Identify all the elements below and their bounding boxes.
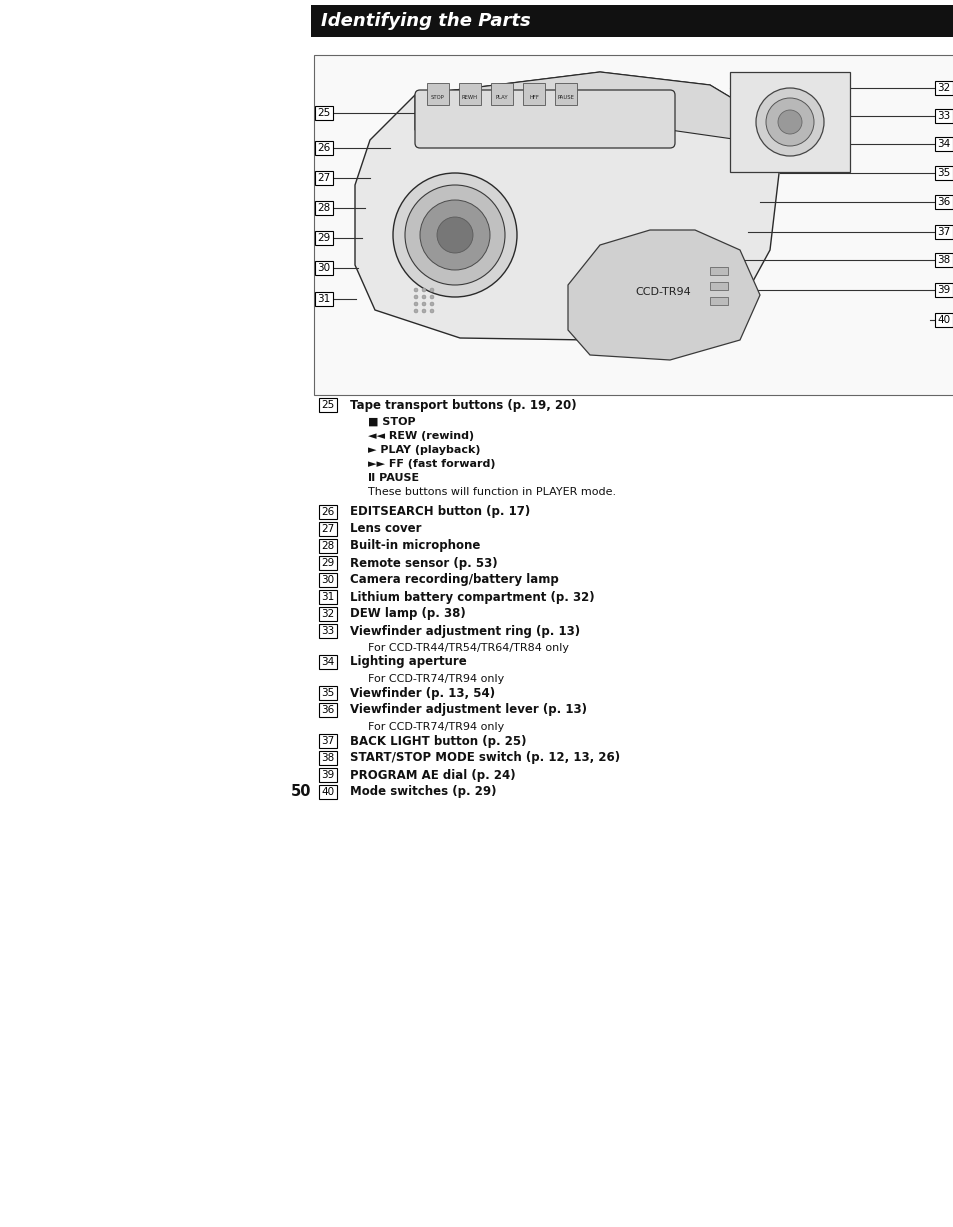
Text: ►► FF (fast forward): ►► FF (fast forward) <box>368 459 495 469</box>
Text: Viewfinder adjustment lever (p. 13): Viewfinder adjustment lever (p. 13) <box>350 703 586 717</box>
Bar <box>522 83 544 106</box>
Text: 34: 34 <box>937 139 949 148</box>
Circle shape <box>430 288 434 292</box>
Text: 39: 39 <box>937 285 949 294</box>
FancyBboxPatch shape <box>415 90 675 148</box>
Text: BACK LIGHT button (p. 25): BACK LIGHT button (p. 25) <box>350 735 526 747</box>
Circle shape <box>414 294 417 299</box>
Text: STOP: STOP <box>431 94 444 99</box>
Polygon shape <box>355 72 780 340</box>
Circle shape <box>765 98 813 146</box>
Text: Mode switches (p. 29): Mode switches (p. 29) <box>350 785 496 799</box>
Text: Built-in microphone: Built-in microphone <box>350 540 480 552</box>
Text: 27: 27 <box>321 524 335 534</box>
Text: 26: 26 <box>321 507 335 517</box>
Bar <box>729 72 849 172</box>
Circle shape <box>421 309 426 313</box>
Circle shape <box>414 309 417 313</box>
Bar <box>427 83 449 106</box>
Text: 36: 36 <box>937 198 949 207</box>
Text: Tape transport buttons (p. 19, 20): Tape transport buttons (p. 19, 20) <box>350 399 576 411</box>
Text: Remote sensor (p. 53): Remote sensor (p. 53) <box>350 557 497 569</box>
Text: 32: 32 <box>937 83 949 93</box>
Text: 35: 35 <box>321 688 335 698</box>
Text: 37: 37 <box>937 227 949 237</box>
Text: Ⅱ PAUSE: Ⅱ PAUSE <box>368 472 418 483</box>
Text: ◄◄ REW (rewind): ◄◄ REW (rewind) <box>368 431 474 440</box>
Text: Camera recording/battery lamp: Camera recording/battery lamp <box>350 573 558 587</box>
Text: 50: 50 <box>291 784 311 800</box>
Text: Lighting aperture: Lighting aperture <box>350 655 466 669</box>
Bar <box>709 297 727 306</box>
Text: 34: 34 <box>321 656 335 667</box>
Text: These buttons will function in PLAYER mode.: These buttons will function in PLAYER mo… <box>368 487 616 497</box>
Text: 27: 27 <box>317 173 331 183</box>
Bar <box>314 55 953 395</box>
Text: 40: 40 <box>937 315 949 325</box>
Text: PROGRAM AE dial (p. 24): PROGRAM AE dial (p. 24) <box>350 768 515 782</box>
Circle shape <box>421 288 426 292</box>
Circle shape <box>419 200 490 270</box>
Polygon shape <box>567 229 760 360</box>
Circle shape <box>393 173 517 297</box>
Text: 30: 30 <box>317 263 331 272</box>
Text: 30: 30 <box>321 575 335 585</box>
Text: 36: 36 <box>321 706 335 715</box>
Text: For CCD-TR44/TR54/TR64/TR84 only: For CCD-TR44/TR54/TR64/TR84 only <box>368 643 568 653</box>
Text: Lithium battery compartment (p. 32): Lithium battery compartment (p. 32) <box>350 590 594 604</box>
Bar <box>555 83 577 106</box>
Text: For CCD-TR74/TR94 only: For CCD-TR74/TR94 only <box>368 674 504 683</box>
Bar <box>458 83 480 106</box>
Text: 33: 33 <box>937 110 949 121</box>
Circle shape <box>430 302 434 306</box>
Circle shape <box>421 302 426 306</box>
Text: 39: 39 <box>321 771 335 780</box>
Text: 32: 32 <box>321 609 335 618</box>
Text: 25: 25 <box>321 400 335 410</box>
Circle shape <box>755 88 823 156</box>
Text: PAUSE: PAUSE <box>557 94 574 99</box>
Bar <box>709 282 727 290</box>
Text: For CCD-TR74/TR94 only: For CCD-TR74/TR94 only <box>368 721 504 733</box>
Text: PLAY: PLAY <box>496 94 508 99</box>
Text: 31: 31 <box>317 294 331 304</box>
Text: EDITSEARCH button (p. 17): EDITSEARCH button (p. 17) <box>350 506 530 519</box>
Text: 26: 26 <box>317 144 331 153</box>
Circle shape <box>436 217 473 253</box>
Bar <box>709 267 727 275</box>
Text: ► PLAY (playback): ► PLAY (playback) <box>368 445 480 455</box>
Text: 38: 38 <box>321 753 335 763</box>
Text: DEW lamp (p. 38): DEW lamp (p. 38) <box>350 607 465 621</box>
Text: 40: 40 <box>321 787 335 798</box>
Text: ■ STOP: ■ STOP <box>368 417 416 427</box>
Text: START/STOP MODE switch (p. 12, 13, 26): START/STOP MODE switch (p. 12, 13, 26) <box>350 751 619 764</box>
Circle shape <box>405 185 504 285</box>
Text: 29: 29 <box>317 233 331 243</box>
Text: REWH: REWH <box>461 94 477 99</box>
Text: 37: 37 <box>321 736 335 746</box>
Text: HFF: HFF <box>529 94 538 99</box>
Text: 29: 29 <box>321 558 335 568</box>
Text: 38: 38 <box>937 255 949 265</box>
Polygon shape <box>415 72 760 140</box>
Text: 31: 31 <box>321 591 335 602</box>
Bar <box>491 83 513 106</box>
Text: 35: 35 <box>937 168 949 178</box>
Text: 25: 25 <box>317 108 331 118</box>
Text: CCD-TR94: CCD-TR94 <box>635 287 690 297</box>
Bar <box>311 5 953 37</box>
Text: 33: 33 <box>321 626 335 636</box>
Circle shape <box>414 302 417 306</box>
Text: 28: 28 <box>321 541 335 551</box>
Circle shape <box>414 288 417 292</box>
Text: Lens cover: Lens cover <box>350 523 421 535</box>
Text: 28: 28 <box>317 202 331 213</box>
Circle shape <box>421 294 426 299</box>
Circle shape <box>430 294 434 299</box>
Text: Identifying the Parts: Identifying the Parts <box>320 12 530 29</box>
Circle shape <box>430 309 434 313</box>
Text: Viewfinder adjustment ring (p. 13): Viewfinder adjustment ring (p. 13) <box>350 625 579 638</box>
Circle shape <box>778 110 801 134</box>
Text: Viewfinder (p. 13, 54): Viewfinder (p. 13, 54) <box>350 686 495 699</box>
